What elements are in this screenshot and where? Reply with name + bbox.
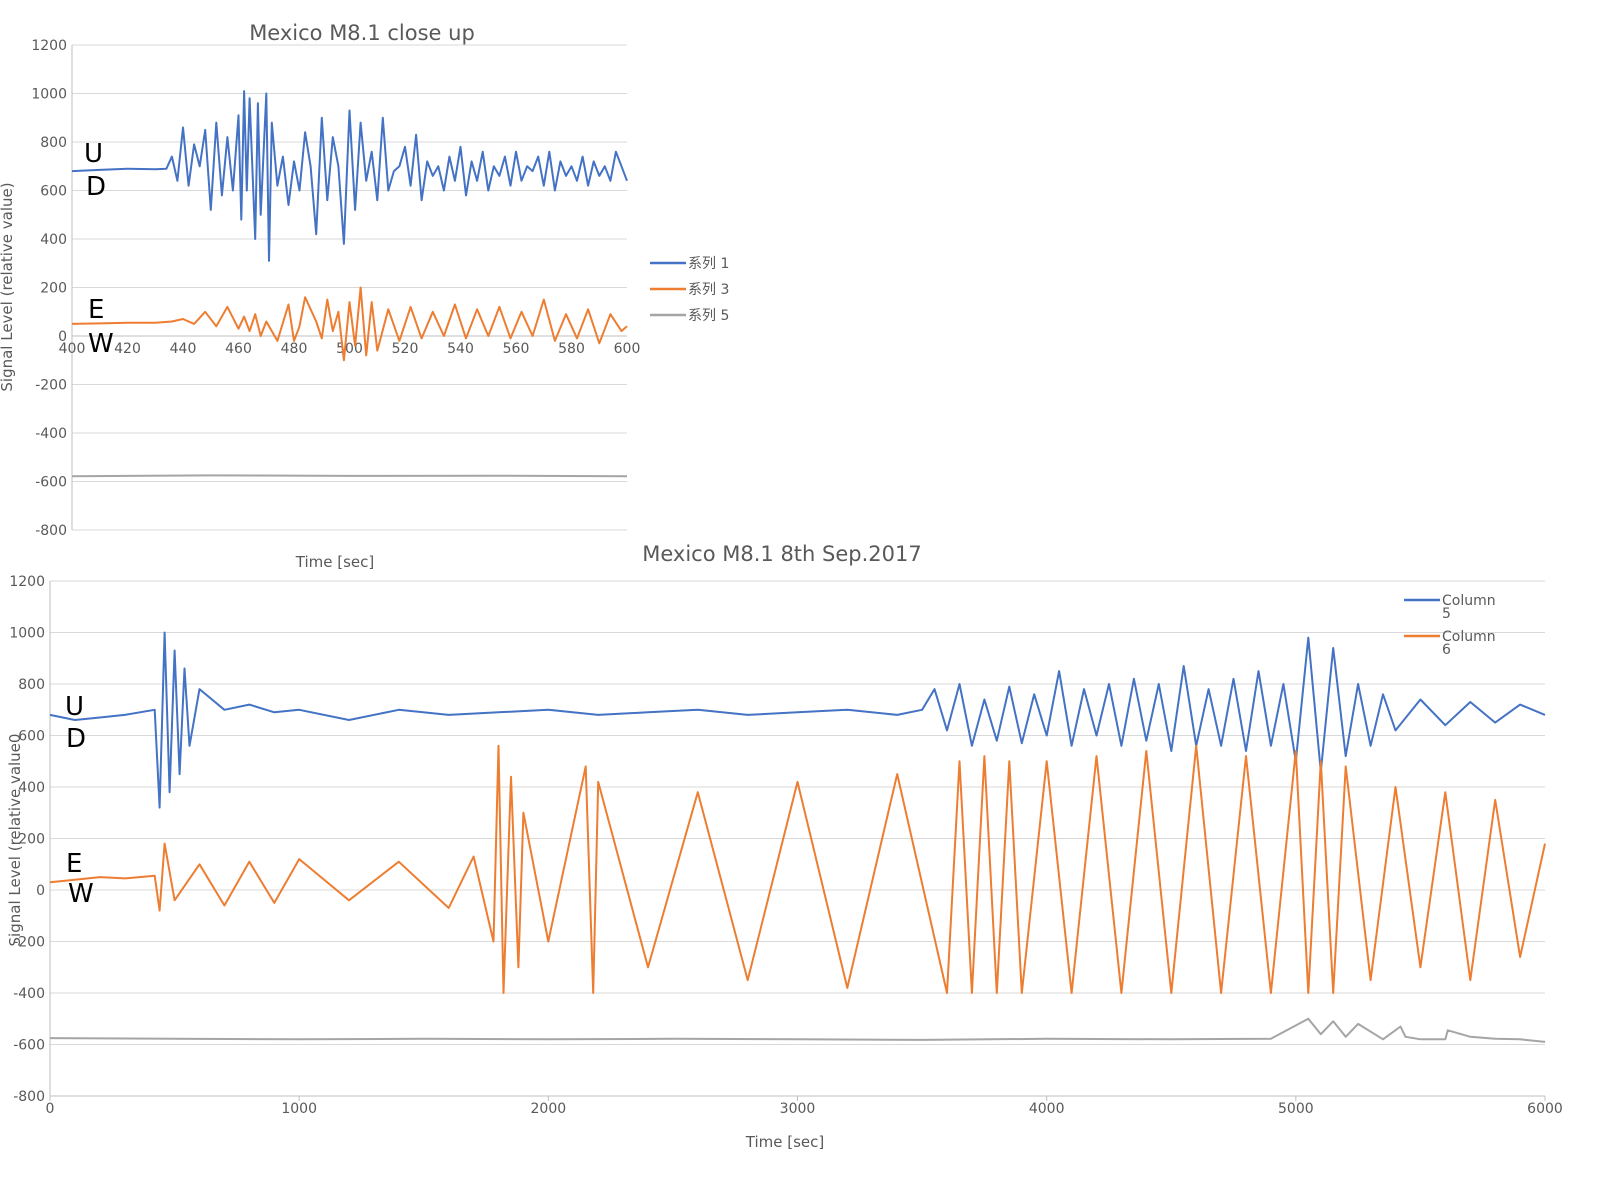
chart1-x-tick-label: 500 [336,341,363,357]
chart1-y-tick-label: 1000 [31,87,67,103]
chart1-legend-label-3: 系列 5 [688,308,729,324]
chart1-series-line-3 [71,474,628,478]
chart1-y-tick-label: -200 [35,378,67,394]
chart1-y-tick-label: 600 [40,184,67,200]
chart2-annotation-u: U [65,692,84,722]
chart2-y-tick-label: -400 [13,986,45,1002]
chart1-series-line-1 [71,90,628,262]
chart2-y-tick-label: 0 [36,883,45,899]
chart2-x-tick-label: 3000 [780,1101,816,1117]
chart1-y-tick-label: -800 [35,523,67,539]
chart2-x-tick-label: 4000 [1029,1101,1065,1117]
chart1-x-tick-label: 560 [503,341,530,357]
chart2-x-tick-label: 5000 [1278,1101,1314,1117]
chart2-y-tick-label: 200 [18,832,45,848]
chart2-y-tick-label: 1200 [9,574,45,590]
chart1-x-tick-label: 460 [225,341,252,357]
chart1-x-tick-label: 600 [614,341,641,357]
chart1-x-tick-label: 440 [170,341,197,357]
chart1-annotation-w: W [88,329,114,359]
chart1-y-tick-label: 800 [40,135,67,151]
chart1-x-tick-label: 520 [392,341,419,357]
chart2-x-tick-label: 0 [46,1101,55,1117]
chart2-legend-label-2: Column 6 [1442,629,1496,658]
chart1-x-tick-label: 580 [558,341,585,357]
chart2-y-tick-label: 800 [18,677,45,693]
chart1-y-axis-label: Signal Level (relative value) [0,182,16,391]
chart1-y-tick-label: 1200 [31,38,67,54]
chart2-x-tick-label: 2000 [531,1101,567,1117]
chart2-series-line-1 [49,631,1546,809]
chart2-x-axis-label: Time [sec] [745,1133,824,1151]
chart2-y-tick-label: 1000 [9,626,45,642]
chart1-y-tick-label: -600 [35,475,67,491]
chart1-x-tick-label: 400 [59,341,86,357]
chart1-x-axis-label: Time [sec] [295,553,374,571]
chart2-series-line-3 [49,1017,1546,1043]
chart1-x-tick-label: 480 [281,341,308,357]
chart1-y-tick-label: 0 [58,329,67,345]
chart1-legend-label-2: 系列 3 [688,282,729,298]
chart2-y-tick-label: -600 [13,1038,45,1054]
chart1-annotation-d: D [86,172,106,202]
chart2-annotation-w: W [68,879,94,909]
chart1-y-tick-label: 200 [40,281,67,297]
chart2-title: Mexico M8.1 8th Sep.2017 [642,542,921,566]
chart1-annotation-u: U [84,139,103,169]
chart2-x-tick-label: 1000 [281,1101,317,1117]
chart1-title: Mexico M8.1 close up [249,21,475,45]
chart2-y-tick-label: -800 [13,1089,45,1105]
chart2-x-tick-label: 6000 [1527,1101,1563,1117]
chart2-y-tick-label: 600 [18,729,45,745]
chart2-annotation-e: E [66,849,82,879]
chart2-annotation-d: D [66,724,86,754]
chart1-y-tick-label: -400 [35,426,67,442]
chart1-legend-label-1: 系列 1 [688,256,729,272]
chart1-y-tick-label: 400 [40,232,67,248]
chart2-y-tick-label: -200 [13,935,45,951]
chart2-y-tick-label: 400 [18,780,45,796]
chart1-x-tick-label: 420 [114,341,141,357]
chart2-y-axis-label: Signal Level (relative value0 [6,734,24,947]
chart2-legend-label-1: Column 5 [1442,593,1496,622]
chart1-series-line-2 [71,286,628,362]
chart1-x-tick-label: 540 [447,341,474,357]
chart1-annotation-e: E [88,295,104,325]
chart2-series-line-2 [49,744,1546,994]
